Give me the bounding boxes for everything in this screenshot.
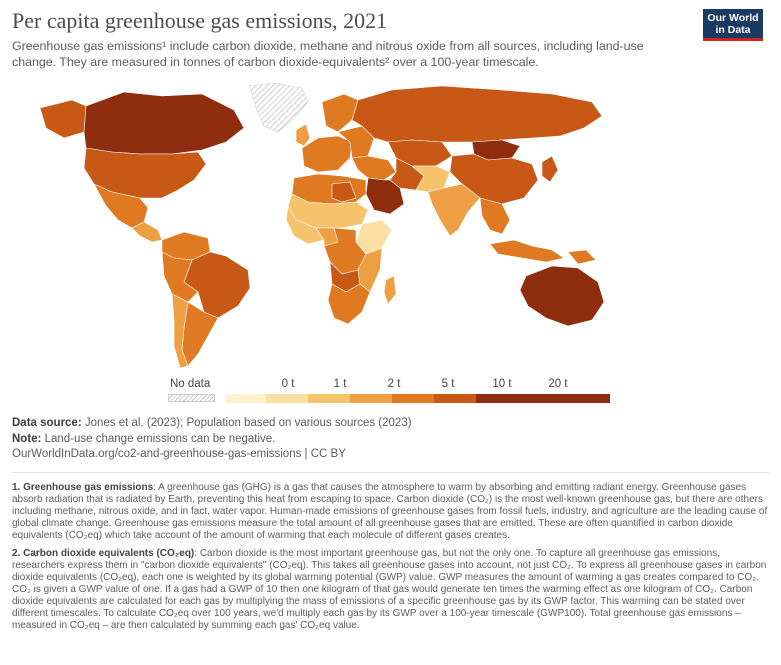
data-source-line: Data source: Jones et al. (2023); Popula… — [12, 416, 412, 432]
country-madagascar[interactable] — [383, 275, 397, 305]
data-source-text[interactable]: Jones et al. (2023); Population based on… — [81, 417, 412, 429]
footnote-1-text: : A greenhouse gas (GHG) is a gas that c… — [12, 482, 768, 541]
legend-bin-3[interactable] — [350, 394, 392, 403]
note-label: Note: — [12, 432, 42, 445]
sources-block: Data source: Jones et al. (2023); Popula… — [12, 416, 412, 463]
country-saudi-arabia[interactable] — [365, 177, 405, 215]
chart-title: Per capita greenhouse gas emissions, 202… — [12, 8, 388, 33]
country-papua-new-guinea[interactable] — [567, 249, 597, 265]
legend-tick-1: 1 t — [333, 378, 347, 390]
country-uk-ireland[interactable] — [295, 123, 311, 147]
legend-no-data-swatch[interactable] — [168, 394, 215, 402]
footnote-1-title: 1. Greenhouse gas emissions — [12, 482, 154, 493]
legend-tick-0: 0 t — [281, 378, 295, 390]
country-libya[interactable] — [331, 181, 357, 203]
footnotes: 1. Greenhouse gas emissions: A greenhous… — [12, 482, 772, 638]
country-southeast-asia[interactable] — [479, 197, 511, 235]
legend-tick-5: 20 t — [548, 378, 568, 390]
footnote-2-text: : Carbon dioxide is the most important g… — [12, 548, 767, 631]
country-canada[interactable] — [83, 91, 245, 155]
legend-bin-2[interactable] — [308, 394, 350, 403]
country-southern-africa[interactable] — [327, 283, 371, 325]
legend-tick-2: 2 t — [387, 378, 401, 390]
country-russia[interactable] — [351, 85, 603, 143]
country-peru-bolivia[interactable] — [161, 251, 199, 303]
legend-bin-1[interactable] — [266, 394, 308, 403]
country-west-africa[interactable] — [285, 205, 325, 245]
world-map[interactable] — [12, 80, 612, 375]
footnote-2-title: 2. Carbon dioxide equivalents (CO₂eq) — [12, 548, 195, 559]
legend-bin-7[interactable] — [518, 394, 610, 403]
country-greenland[interactable] — [249, 82, 309, 133]
note-text: Land-use change emissions can be negativ… — [41, 432, 276, 445]
legend-tick-4: 10 t — [492, 378, 512, 390]
country-chile[interactable] — [171, 293, 189, 369]
country-alaska[interactable] — [39, 99, 87, 139]
country-indonesia[interactable] — [489, 239, 565, 263]
footnote-1: 1. Greenhouse gas emissions: A greenhous… — [12, 482, 772, 542]
notes-divider — [12, 472, 769, 473]
chart-subtitle: Greenhouse gas emissions¹ include carbon… — [12, 39, 644, 69]
data-source-label: Data source: — [12, 417, 82, 429]
legend-bin-5[interactable] — [434, 394, 476, 403]
logo-line-1: Our World — [707, 12, 759, 24]
note-line: Note: Land-use change emissions can be n… — [12, 432, 412, 448]
legend-no-data-label: No data — [170, 378, 211, 390]
source-url[interactable]: OurWorldInData.org/co2-and-greenhouse-ga… — [12, 448, 346, 460]
legend-bin-0[interactable] — [226, 394, 266, 403]
country-scandinavia[interactable] — [321, 93, 359, 133]
country-australia[interactable] — [519, 265, 605, 327]
legend-bin-6[interactable] — [476, 394, 518, 403]
country-india[interactable] — [427, 183, 481, 237]
country-western-europe[interactable] — [301, 135, 353, 173]
owid-logo[interactable]: Our World in Data — [703, 9, 763, 41]
map-legend: No data 0 t 1 t 2 t 5 t 10 t 20 t — [168, 378, 618, 408]
logo-line-2: in Data — [715, 24, 751, 36]
country-japan-korea[interactable] — [541, 155, 559, 183]
legend-bin-4[interactable] — [392, 394, 434, 403]
country-turkey-middle-east[interactable] — [351, 155, 397, 181]
legend-tick-3: 5 t — [441, 378, 455, 390]
footnote-2: 2. Carbon dioxide equivalents (CO₂eq): C… — [12, 548, 772, 632]
